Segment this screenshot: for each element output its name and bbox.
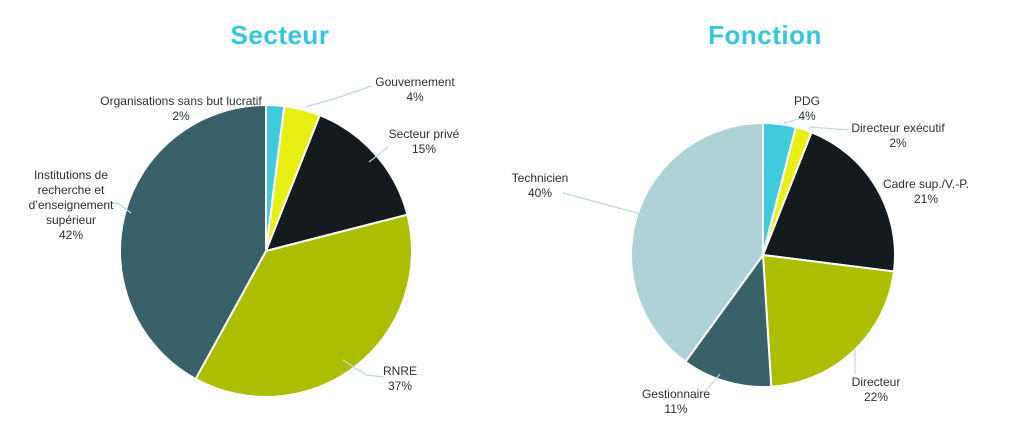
slice-label-text: Secteur privé: [388, 127, 460, 141]
slice-label-pct: 37%: [387, 379, 413, 393]
pie-slice-secteur-prive: [265, 114, 409, 252]
pie-slice-gestionnaire: [684, 254, 773, 388]
chart-title-secteur: Secteur: [230, 20, 330, 50]
slice-label-secteur-prive: Secteur privé 15%: [344, 127, 504, 157]
leader-line-pdg: [783, 116, 806, 124]
leader-line-gouvernement: [304, 85, 372, 108]
slice-label-pct: 22%: [863, 390, 889, 404]
leader-line-rnre: [342, 359, 385, 378]
slice-label-text: Gouvernement: [375, 75, 455, 89]
slice-label-pct: 11%: [664, 402, 688, 416]
slice-label-organisations-sans-but-lucratif: Organisations sans but lucratif 2%: [61, 94, 301, 124]
pie-slice-cadre-sup-v-p: [762, 131, 896, 273]
slice-label-text: Organisations sans but lucratif: [100, 94, 262, 108]
slice-label-text: Cadre sup./V.-P.: [882, 177, 970, 191]
slice-label-rnre: RNRE 37%: [340, 364, 460, 394]
slice-label-directeur-executif: Directeur exécutif 2%: [813, 121, 983, 151]
chart-title-fonction: Fonction: [708, 20, 822, 50]
slice-label-pct: 2%: [889, 136, 907, 150]
slice-label-pct: 15%: [411, 142, 437, 156]
slice-label-pct: 21%: [913, 192, 939, 206]
pie-fonction: [630, 122, 896, 388]
slice-label-text: RNRE: [382, 364, 417, 378]
slice-label-pct: 40%: [527, 186, 553, 200]
leader-line-technicien: [562, 192, 646, 216]
pie-slice-institutions-de-recherche-et-d-enseignement-superieur: [119, 104, 267, 380]
slice-label-pct: 2%: [172, 109, 190, 123]
slice-label-pdg: PDG 4%: [757, 94, 857, 124]
slice-label-text: Directeur: [851, 375, 901, 389]
slice-label-pct: 42%: [58, 228, 84, 242]
slice-label-text: PDG: [793, 94, 820, 108]
slice-label-institutions: Institutions de recherche et d’enseignem…: [23, 168, 119, 243]
slice-label-text: Directeur exécutif: [851, 121, 945, 135]
slice-label-gouvernement: Gouvernement 4%: [325, 75, 505, 105]
leader-line-gestionnaire: [702, 373, 721, 395]
slice-label-gestionnaire: Gestionnaire 11%: [611, 387, 741, 417]
pie-slice-rnre: [194, 213, 413, 398]
pie-slice-directeur: [762, 254, 895, 388]
leader-line-institutions: [111, 202, 132, 214]
slice-label-pct: 4%: [798, 109, 816, 123]
leader-line-directeur-executif: [809, 126, 850, 131]
pie-slice-technicien: [630, 122, 764, 363]
slice-label-directeur: Directeur 22%: [816, 375, 936, 405]
slice-label-technicien: Technicien 40%: [480, 171, 600, 201]
pie-secteur: [119, 103, 413, 398]
slice-label-pct: 4%: [406, 90, 424, 104]
slice-label-text: Gestionnaire: [641, 387, 711, 401]
leader-line-secteur-prive: [368, 146, 389, 163]
slice-label-cadre-sup: Cadre sup./V.-P. 21%: [846, 177, 1006, 207]
slice-label-text: Technicien: [511, 171, 569, 185]
slice-label-text: Institutions de recherche et d’enseignem…: [28, 168, 114, 227]
